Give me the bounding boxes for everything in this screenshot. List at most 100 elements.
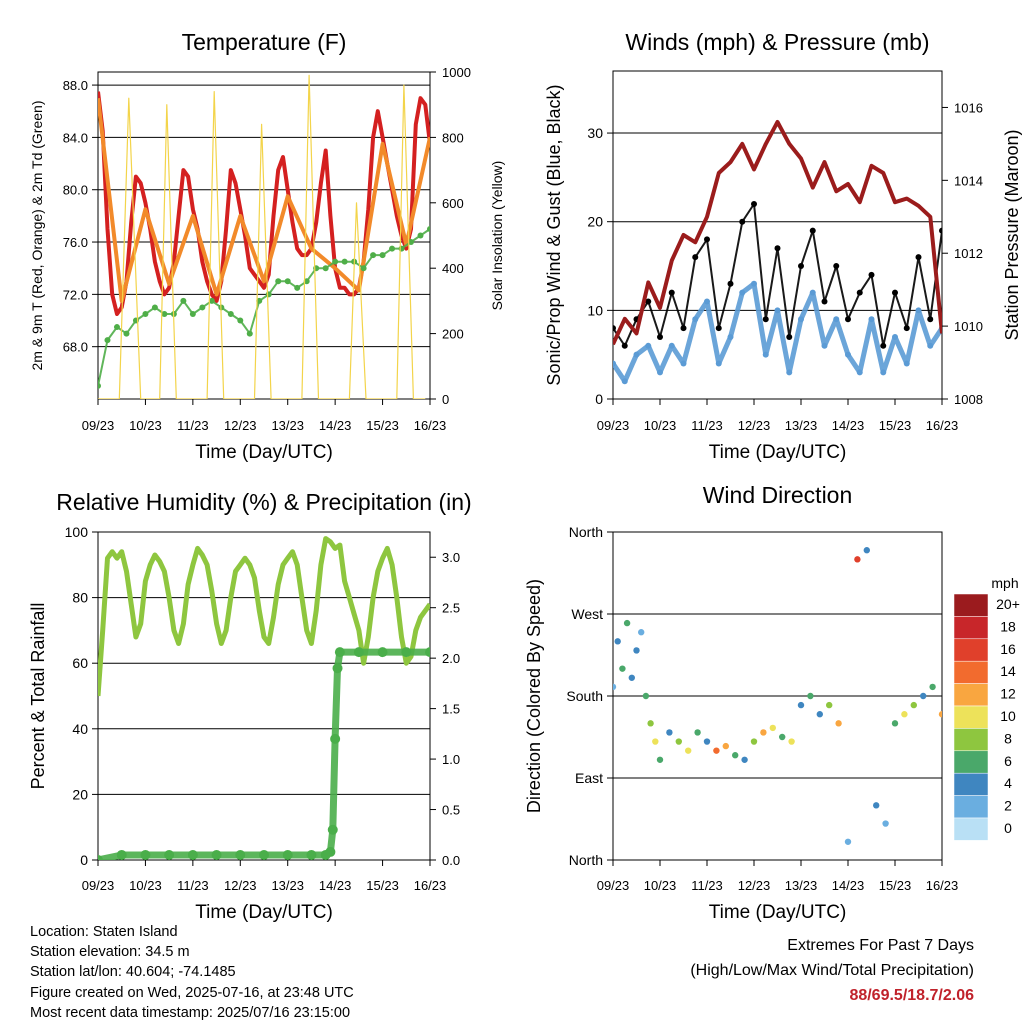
y-tick-label: 68.0	[63, 340, 88, 355]
y-tick-label: 0	[595, 391, 603, 407]
series-line	[613, 120, 942, 346]
x-tick-label: 14/23	[319, 418, 352, 433]
x-tick-label: 10/23	[129, 418, 162, 433]
recent-text: Most recent data timestamp: 2025/07/16 2…	[30, 1004, 351, 1021]
x-tick-label: 16/23	[926, 878, 959, 893]
x-tick-label: 12/23	[224, 878, 257, 893]
x-tick-label: 14/23	[319, 878, 352, 893]
y-tick-label: South	[566, 688, 603, 704]
x-tick-label: 11/23	[177, 878, 209, 893]
x-tick-label: 11/23	[177, 418, 209, 433]
colorbar-label: 6	[1004, 753, 1012, 769]
direction-point	[741, 756, 748, 763]
chart-panel-3: Relative Humidity (%) & Precipitation (i…	[28, 489, 472, 923]
colorbar-swatch	[953, 638, 989, 662]
x-tick-label: 09/23	[597, 418, 630, 433]
colorbar-label: 2	[1004, 798, 1012, 814]
direction-point	[891, 720, 899, 727]
series-line	[98, 648, 430, 860]
y2-tick-label: 3.0	[442, 550, 460, 565]
x-tick-label: 14/23	[832, 878, 865, 893]
colorbar-label: 8	[1004, 730, 1012, 746]
y-tick-label: 20	[587, 214, 603, 230]
colorbar-label: 0	[1004, 820, 1012, 836]
direction-point	[694, 729, 701, 736]
colorbar-title: mph	[991, 575, 1018, 591]
direction-point	[619, 665, 626, 672]
chart-title: Wind Direction	[703, 482, 853, 508]
direction-point	[854, 556, 861, 563]
x-tick-label: 16/23	[414, 418, 447, 433]
extremes-subtitle: (High/Low/Max Wind/Total Precipitation)	[690, 962, 974, 979]
direction-point	[628, 674, 635, 681]
y-tick-label: 10	[587, 302, 603, 318]
y2-tick-label: 1012	[954, 246, 983, 261]
y2-tick-label: 200	[442, 327, 464, 342]
direction-point	[760, 729, 767, 736]
y2-tick-label: 1010	[954, 319, 983, 334]
direction-point	[722, 742, 729, 750]
series-group	[613, 120, 942, 385]
y2-tick-label: 600	[442, 196, 464, 211]
chart-panel-4: Wind Direction North East South West North 09/…	[524, 482, 1020, 923]
y-axis-label: Percent & Total Rainfall	[28, 603, 48, 790]
y2-tick-label: 0	[442, 392, 449, 407]
y2-tick-label: 400	[442, 261, 464, 276]
y-tick-label: 60	[72, 655, 88, 671]
y-tick-label: 76.0	[63, 235, 88, 250]
x-tick-label: 13/23	[271, 878, 304, 893]
series-line	[98, 97, 430, 303]
y-tick-label: 0	[80, 852, 88, 868]
direction-point	[666, 729, 673, 736]
x-axis-label: Time (Day/UTC)	[709, 902, 847, 923]
direction-point	[844, 838, 852, 845]
colorbar-label: 18	[1000, 618, 1016, 634]
series-line	[98, 536, 430, 697]
y-tick-label: 80.0	[63, 183, 88, 198]
x-tick-label: 11/23	[691, 878, 723, 893]
colorbar-swatch	[953, 795, 989, 819]
x-tick-label: 16/23	[414, 878, 447, 893]
direction-point	[647, 720, 654, 727]
y-tick-label: West	[571, 606, 603, 622]
series-line	[98, 228, 430, 387]
y-tick-label: 84.0	[63, 130, 88, 145]
colorbar-label: 12	[1000, 686, 1016, 702]
colorbar-swatch	[953, 683, 989, 707]
direction-point	[614, 638, 621, 645]
extremes-values: 88/69.5/18.7/2.06	[849, 987, 974, 1004]
direction-point	[652, 738, 659, 745]
y-axis-label: 2m & 9m T (Red, Orange) & 2m Td (Green)	[29, 101, 45, 371]
direction-point	[863, 547, 870, 554]
x-tick-label: 10/23	[129, 878, 162, 893]
colorbar-swatch	[953, 660, 989, 684]
direction-point	[703, 738, 711, 745]
y2-tick-label: 800	[442, 130, 464, 145]
x-tick-label: 13/23	[271, 418, 304, 433]
direction-point	[656, 756, 664, 763]
series-group	[98, 74, 430, 399]
direction-point	[713, 747, 720, 754]
y2-tick-label: 1014	[954, 173, 983, 188]
elevation-text: Station elevation: 34.5 m	[30, 944, 190, 961]
series-line	[613, 281, 942, 384]
series-group	[98, 536, 430, 860]
x-tick-label: 09/23	[82, 878, 115, 893]
direction-point	[623, 619, 631, 627]
extremes-box: Extremes For Past 7 Days (High/Low/Max W…	[690, 933, 974, 1008]
y-tick-label: North	[569, 852, 603, 868]
y-axis-label: Sonic/Prop Wind & Gust (Blue, Black)	[544, 84, 564, 385]
y-tick-label: 88.0	[63, 78, 88, 93]
y2-tick-label: 2.0	[442, 651, 460, 666]
colorbar-swatch	[953, 593, 989, 617]
colorbar-label: 16	[1000, 641, 1016, 657]
y2-tick-label: 1.5	[442, 702, 460, 717]
y-tick-label: 80	[72, 590, 88, 606]
direction-point	[835, 720, 842, 727]
x-tick-label: 10/23	[644, 418, 677, 433]
y-tick-label: North	[569, 524, 603, 540]
x-tick-label: 10/23	[644, 878, 677, 893]
series-line	[613, 203, 942, 347]
created-text: Figure created on Wed, 2025-07-16, at 23…	[30, 984, 354, 1001]
